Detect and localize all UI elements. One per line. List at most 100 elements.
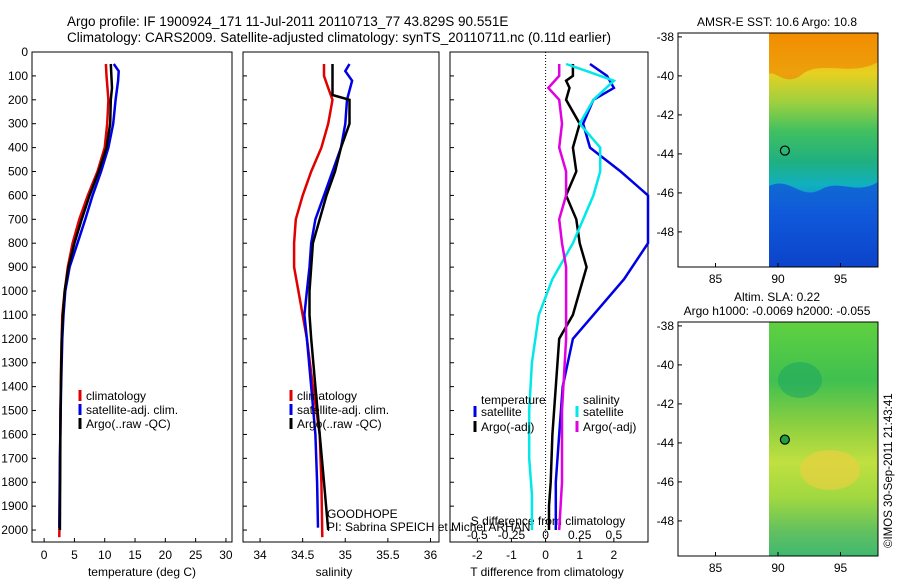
sla-map-title-line2: Argo h1000: -0.0069 h2000: -0.055 — [684, 304, 871, 318]
salinity-x-tick-label: 34 — [253, 548, 267, 562]
sst-map-blank-area — [678, 33, 769, 267]
s-difference-tick-label: -0.5 — [467, 528, 488, 542]
depth-tick-label: 100 — [8, 69, 28, 83]
sla-lat-tick-label: -46 — [657, 475, 675, 489]
depth-tick-label: 1400 — [1, 380, 28, 394]
depth-tick-label: 700 — [8, 212, 28, 226]
legend-label-satellite-adj-clim: satellite-adj. clim. — [297, 403, 389, 417]
s-difference-tick-label: 0.25 — [568, 528, 592, 542]
legend-label-argo-raw-qc: Argo(..raw -QC) — [86, 417, 171, 431]
sla-lat-tick-label: -42 — [657, 397, 675, 411]
legend-label-satellite-adj-clim: satellite-adj. clim. — [86, 403, 178, 417]
depth-tick-label: 400 — [8, 141, 28, 155]
credit-label: ©IMOS 30-Sep-2011 21:43:41 — [883, 393, 895, 548]
depth-tick-label: 1200 — [1, 332, 28, 346]
legend-label-climatology: climatology — [297, 389, 357, 403]
sla-lon-tick-label: 90 — [771, 561, 785, 575]
sst-lat-tick-label: -48 — [657, 225, 675, 239]
salinity-satellite-line — [527, 62, 617, 530]
depth-tick-label: 1300 — [1, 356, 28, 370]
depth-tick-label: 2000 — [1, 523, 28, 537]
temperature-x-tick-label: 0 — [41, 548, 48, 562]
legend-label-salinity-satellite: satellite — [583, 405, 624, 419]
sst-map-panel: AMSR-E SST: 10.6 Argo: 10.8 -38 -40 -42 -44… — [657, 15, 879, 286]
argo-position-marker — [779, 434, 790, 445]
legend-label-temperature-argo-adj: Argo(-adj) — [481, 420, 534, 434]
legend-title-temperature: temperature — [481, 393, 546, 407]
temperature-x-tick-label: 10 — [98, 548, 112, 562]
climatology-line — [292, 64, 334, 538]
sst-lat-tick-label: -46 — [657, 186, 675, 200]
legend-label-temperature-satellite: satellite — [481, 405, 522, 419]
sla-lon-tick-label: 95 — [834, 561, 848, 575]
argo-raw-qc-line — [58, 63, 114, 531]
sst-lat-tick-label: -42 — [657, 108, 675, 122]
sst-lon-tick-label: 95 — [834, 272, 848, 286]
depth-tick-label: 800 — [8, 236, 28, 250]
sla-map-panel: Altim. SLA: 0.22 Argo h1000: -0.0069 h20… — [657, 290, 879, 575]
sla-lat-tick-label: -44 — [657, 436, 675, 450]
temperature-panel: temperature (deg C) 01002003004005006007… — [1, 45, 233, 579]
salinity-x-tick-label: 35 — [339, 548, 353, 562]
sla-lat-tick-label: -38 — [657, 319, 675, 333]
sst-lat-tick-label: -40 — [657, 69, 675, 83]
depth-tick-label: 1700 — [1, 451, 28, 465]
temperature-x-tick-label: 15 — [128, 548, 142, 562]
satellite-adj-clim-line — [303, 63, 354, 528]
salinity-x-tick-label: 36 — [424, 548, 438, 562]
sst-lat-tick-label: -44 — [657, 147, 675, 161]
depth-tick-label: 500 — [8, 165, 28, 179]
legend-label-salinity-argo-adj: Argo(-adj) — [583, 420, 636, 434]
temperature-x-tick-label: 25 — [189, 548, 203, 562]
sla-map-blank-area — [678, 322, 769, 556]
difference-panel: T difference from climatology S differen… — [449, 51, 650, 579]
legend-label-argo-raw-qc: Argo(..raw -QC) — [297, 417, 382, 431]
difference-x-tick-label: 2 — [611, 548, 618, 562]
depth-tick-label: 300 — [8, 117, 28, 131]
sst-lat-tick-label: -38 — [657, 30, 675, 44]
figure-title-line2: Climatology: CARS2009. Satellite-adjuste… — [67, 30, 611, 45]
difference-x-tick-label: 0 — [542, 548, 549, 562]
temperature-argo-adj-line — [547, 64, 588, 530]
sst-lon-tick-label: 90 — [771, 272, 785, 286]
temperature-x-tick-label: 30 — [219, 548, 233, 562]
sst-map-title: AMSR-E SST: 10.6 Argo: 10.8 — [697, 15, 857, 29]
depth-tick-label: 1000 — [1, 284, 28, 298]
argo-position-marker — [779, 145, 790, 156]
depth-tick-label: 1800 — [1, 475, 28, 489]
temperature-x-tick-label: 5 — [71, 548, 78, 562]
depth-tick-label: 1500 — [1, 404, 28, 418]
sla-lat-tick-label: -48 — [657, 514, 675, 528]
sla-low-pattern — [778, 362, 822, 398]
t-difference-axis-label: T difference from climatology — [470, 565, 624, 579]
depth-tick-label: 200 — [8, 93, 28, 107]
project-label: GOODHOPE — [327, 507, 398, 521]
temperature-plot-frame — [31, 51, 233, 543]
argo-raw-qc-line — [308, 64, 351, 531]
salinity-panel: salinity 34 34.5 35 35.5 36 climatologysatell… — [242, 51, 440, 579]
depth-tick-label: 600 — [8, 188, 28, 202]
pi-label: PI: Sabrina SPEICH et Michel ARHAN — [327, 520, 530, 534]
s-difference-tick-label: -0.25 — [498, 528, 526, 542]
sla-high-pattern — [800, 450, 860, 490]
s-difference-tick-label: 0 — [542, 528, 549, 542]
temperature-x-tick-label: 20 — [159, 548, 173, 562]
difference-plot-frame — [449, 51, 649, 543]
difference-x-tick-label: -2 — [472, 548, 483, 562]
depth-tick-label: 900 — [8, 260, 28, 274]
depth-tick-label: 0 — [21, 45, 28, 59]
sla-lon-tick-label: 85 — [709, 561, 723, 575]
difference-x-tick-label: 1 — [576, 548, 583, 562]
salinity-x-tick-label: 34.5 — [291, 548, 315, 562]
sst-lon-tick-label: 85 — [709, 272, 723, 286]
sst-front-pattern — [769, 182, 878, 267]
salinity-axis-label: salinity — [316, 565, 353, 579]
figure-title-line1: Argo profile: IF 1900924_171 11-Jul-2011… — [67, 14, 508, 29]
salinity-plot-frame — [242, 51, 440, 543]
depth-tick-label: 1900 — [1, 499, 28, 513]
sla-map-title-line1: Altim. SLA: 0.22 — [734, 290, 820, 304]
temperature-satellite-line — [554, 62, 650, 530]
depth-tick-label: 1100 — [2, 308, 28, 322]
sla-lat-tick-label: -40 — [657, 358, 675, 372]
